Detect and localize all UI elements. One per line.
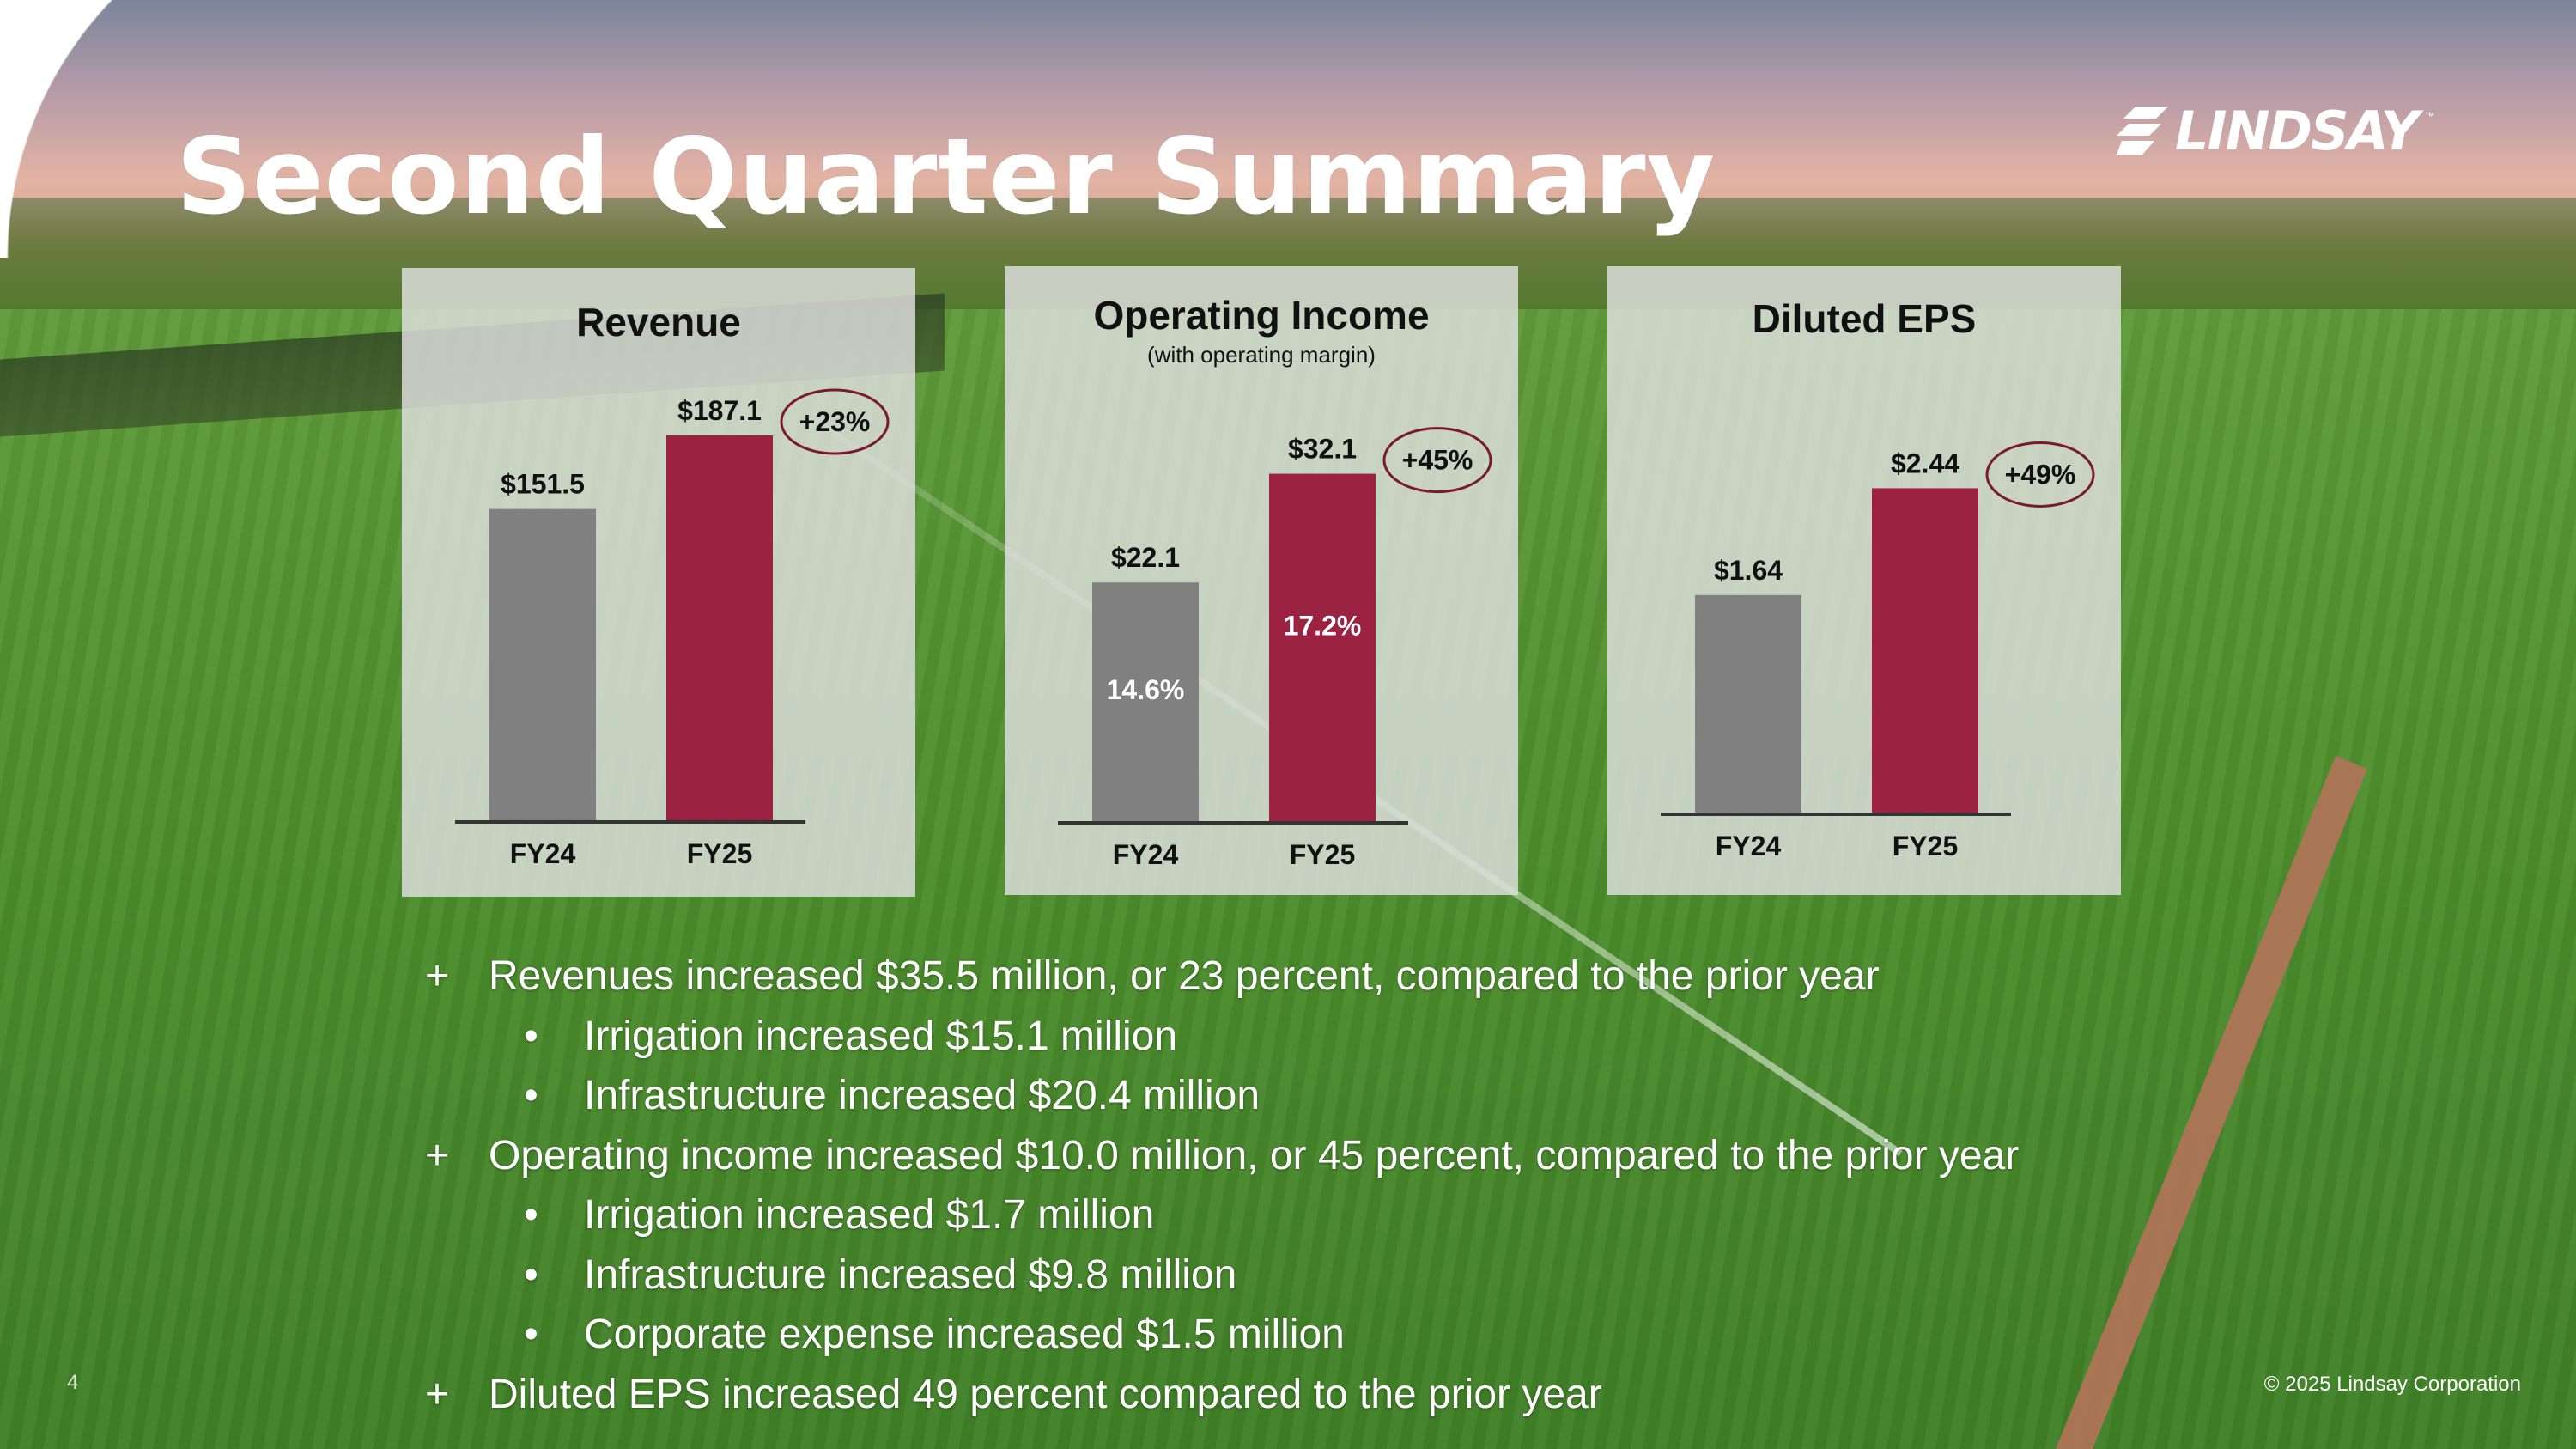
bullet-text: Corporate expense increased $1.5 million <box>584 1312 1345 1357</box>
growth-label: +49% <box>2005 459 2076 490</box>
diluted-eps-chart-panel: Diluted EPS $1.64 FY24 $2.44 FY25 +49% <box>1607 266 2121 895</box>
bar-fy24 <box>1695 594 1801 814</box>
sub-bullet-infrastructure-revenue: • Infrastructure increased $20.4 million <box>425 1066 2142 1126</box>
diluted-eps-chart: $1.64 FY24 $2.44 FY25 +49% <box>1661 441 2095 861</box>
logo-trademark: ™ <box>2424 110 2435 122</box>
sub-bullet-corporate-expense: • Corporate expense increased $1.5 millio… <box>425 1305 2142 1365</box>
category-label: FY25 <box>687 838 752 869</box>
bullet-text: Irrigation increased $15.1 million <box>584 1013 1178 1059</box>
category-label: FY25 <box>1893 831 1958 861</box>
lindsay-logo: LINDSAY ™ <box>2117 100 2435 162</box>
bullet-text: Revenues increased $35.5 million, or 23 … <box>489 953 1880 999</box>
value-label: $1.64 <box>1714 555 1783 586</box>
bullet-text: Diluted EPS increased 49 percent compare… <box>489 1371 1602 1417</box>
margin-label: 14.6% <box>1107 674 1185 705</box>
category-label: FY24 <box>1716 831 1782 861</box>
sub-bullet-irrigation-income: • Irrigation increased $1.7 million <box>425 1185 2142 1245</box>
growth-label: +45% <box>1402 445 1473 476</box>
operating-income-chart: $22.1 14.6% FY24 $32.1 17.2% FY25 +45% <box>1058 427 1492 870</box>
bar-fy24 <box>489 508 596 822</box>
bullet-revenue: + Revenues increased $35.5 million, or 23… <box>425 947 2142 1007</box>
plus-icon: + <box>425 953 450 999</box>
plus-icon: + <box>425 1132 450 1178</box>
bullet-text: Operating income increased $10.0 million… <box>489 1132 2020 1178</box>
dot-icon: • <box>524 1312 538 1357</box>
bullet-text: Infrastructure increased $20.4 million <box>584 1073 1261 1118</box>
plus-icon: + <box>425 1371 450 1417</box>
revenue-chart-panel: Revenue $151.5 FY24 $187.1 FY25 +23% <box>402 268 915 897</box>
bar-fy25 <box>666 435 773 822</box>
growth-oval <box>1985 441 2095 508</box>
growth-label: +23% <box>799 406 871 437</box>
logo-stripes-icon <box>2117 107 2168 155</box>
bullet-diluted-eps: + Diluted EPS increased 49 percent compar… <box>425 1365 2142 1425</box>
bullet-text: Infrastructure increased $9.8 million <box>584 1251 1237 1298</box>
growth-oval <box>1382 427 1492 494</box>
bullet-operating-income: + Operating income increased $10.0 millio… <box>425 1126 2142 1186</box>
chart-subtitle: (with operating margin) <box>1147 342 1376 368</box>
bar-fy25 <box>1872 488 1978 814</box>
page-number: 4 <box>67 1371 79 1394</box>
operating-income-chart-panel: Operating Income (with operating margin)… <box>1005 266 1518 895</box>
chart-title: Revenue <box>576 300 741 344</box>
dot-icon: • <box>524 1073 538 1118</box>
bar-fy25 <box>1269 473 1376 823</box>
corner-curve <box>0 0 378 258</box>
category-label: FY24 <box>1113 839 1179 870</box>
growth-oval <box>780 388 890 455</box>
value-label: $2.44 <box>1891 447 1959 478</box>
revenue-chart: $151.5 FY24 $187.1 FY25 +23% <box>455 388 890 869</box>
value-label: $187.1 <box>677 395 762 426</box>
chart-title: Operating Income <box>1093 293 1430 338</box>
category-label: FY24 <box>510 838 576 869</box>
value-label: $22.1 <box>1111 542 1180 573</box>
copyright-notice: © 2025 Lindsay Corporation <box>2263 1373 2521 1396</box>
value-label: $151.5 <box>501 469 585 500</box>
category-label: FY25 <box>1290 839 1355 870</box>
bullet-text: Irrigation increased $1.7 million <box>584 1192 1155 1238</box>
dot-icon: • <box>524 1192 538 1238</box>
margin-label: 17.2% <box>1284 611 1362 642</box>
logo-text: LINDSAY <box>2175 99 2419 162</box>
summary-bullets: + Revenues increased $35.5 million, or 23… <box>425 947 2142 1424</box>
chart-title: Diluted EPS <box>1752 296 1977 341</box>
sub-bullet-irrigation-revenue: • Irrigation increased $15.1 million <box>425 1007 2142 1067</box>
bar-fy24 <box>1092 582 1199 823</box>
value-label: $32.1 <box>1288 434 1357 465</box>
dot-icon: • <box>524 1013 538 1059</box>
sub-bullet-infrastructure-income: • Infrastructure increased $9.8 million <box>425 1245 2142 1306</box>
slide-title: Second Quarter Summary <box>176 116 1716 238</box>
dot-icon: • <box>524 1251 538 1298</box>
